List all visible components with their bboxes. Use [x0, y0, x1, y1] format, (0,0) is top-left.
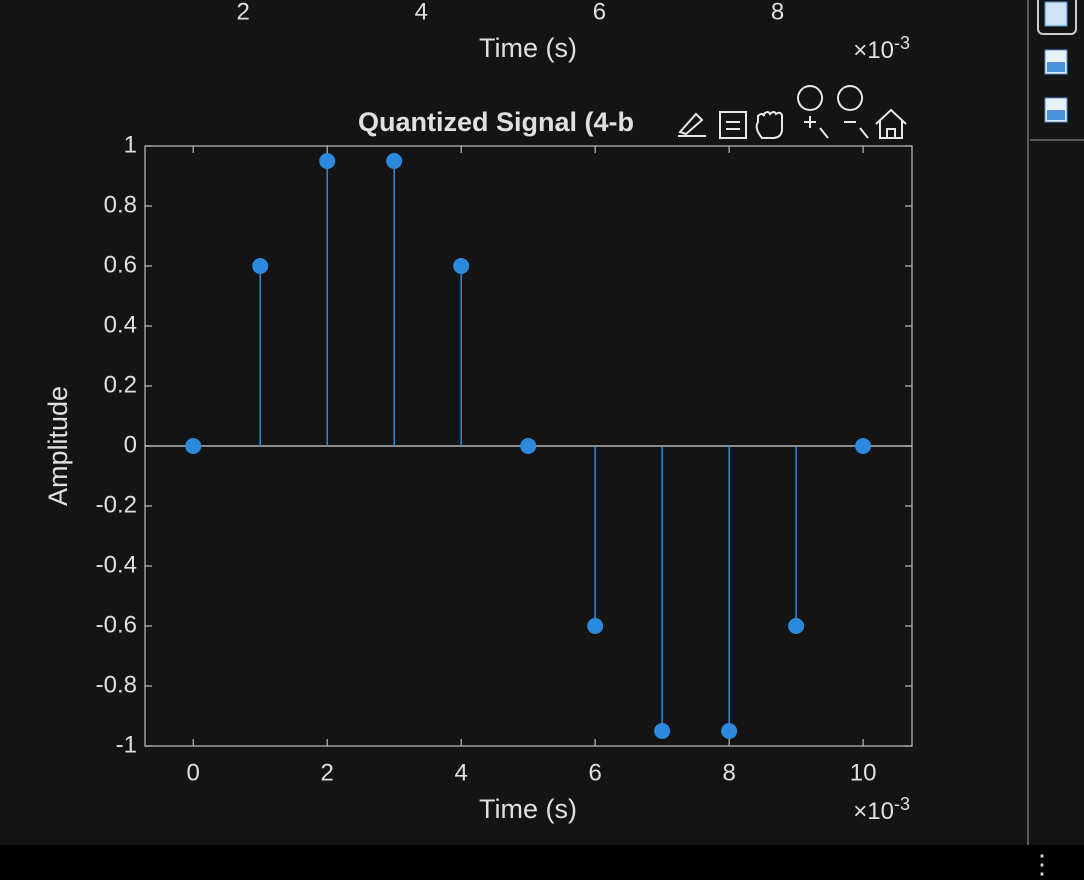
- y-tick-label: -0.8: [96, 671, 137, 698]
- y-tick-label: -1: [116, 731, 137, 758]
- stem-marker: [788, 618, 805, 634]
- stem-marker: [855, 438, 872, 454]
- datatip-button[interactable]: [719, 111, 747, 139]
- y-tick-label: -0.2: [96, 491, 137, 518]
- stem-marker: [386, 153, 403, 169]
- panel-icon[interactable]: [1044, 1, 1068, 27]
- y-tick-label: 1: [124, 131, 137, 158]
- x-tick-label: 10: [850, 759, 877, 786]
- chart-title: Quantized Signal (4-b: [358, 107, 634, 137]
- y-tick-label: 0.8: [104, 191, 137, 218]
- stem-marker: [587, 618, 604, 634]
- multiplier-exponent: -3: [894, 33, 910, 53]
- x-multiplier: ×10-3: [853, 33, 910, 65]
- y-tick-label: -0.6: [96, 611, 137, 638]
- y-tick-label: 0.6: [104, 251, 137, 278]
- x-tick-label: 6: [588, 759, 601, 786]
- stem-marker: [453, 258, 470, 274]
- home-button[interactable]: [875, 108, 907, 139]
- axes-toolbar[interactable]: [672, 85, 912, 144]
- zoom-out-button[interactable]: [837, 85, 869, 139]
- x-tick-label: 0: [187, 759, 200, 786]
- multiplier-base: ×10: [853, 798, 894, 825]
- y-tick-label: 0.2: [104, 371, 137, 398]
- stem-marker: [185, 438, 202, 454]
- status-bar: [0, 845, 1084, 880]
- pan-button[interactable]: [755, 111, 783, 139]
- y-tick-label: 0.4: [104, 311, 137, 338]
- x-tick-label: 6: [593, 0, 606, 25]
- brush-button[interactable]: [678, 112, 706, 137]
- stem-marker: [319, 153, 336, 169]
- multiplier-base: ×10: [853, 37, 894, 64]
- stem-marker: [252, 258, 269, 274]
- y-axis-label: Amplitude: [43, 386, 73, 506]
- x-tick-label: 8: [722, 759, 735, 786]
- stem-marker: [654, 723, 671, 739]
- side-panel-icons[interactable]: [1037, 0, 1077, 123]
- panel-button[interactable]: [1037, 0, 1077, 35]
- x-tick-label: 4: [454, 759, 467, 786]
- stem-marker: [520, 438, 537, 454]
- x-tick-label: 2: [321, 759, 334, 786]
- toolbar-bg: [672, 104, 912, 144]
- y-tick-label: 0: [124, 431, 137, 458]
- x-multiplier: ×10-3: [853, 794, 910, 826]
- multiplier-exponent: -3: [894, 794, 910, 814]
- x-tick-label: 4: [415, 0, 428, 25]
- x-axis-label: Time (s): [479, 33, 577, 63]
- menu-dots[interactable]: ⋮: [1029, 849, 1055, 879]
- zoom-in-button[interactable]: [797, 85, 829, 139]
- x-tick-label: 2: [237, 0, 250, 25]
- x-tick-label: 8: [771, 0, 784, 25]
- x-axis-label: Time (s): [479, 794, 577, 824]
- y-tick-label: -0.4: [96, 551, 137, 578]
- stem-marker: [721, 723, 738, 739]
- panel-icon: [1047, 110, 1065, 120]
- panel-icon: [1047, 62, 1065, 72]
